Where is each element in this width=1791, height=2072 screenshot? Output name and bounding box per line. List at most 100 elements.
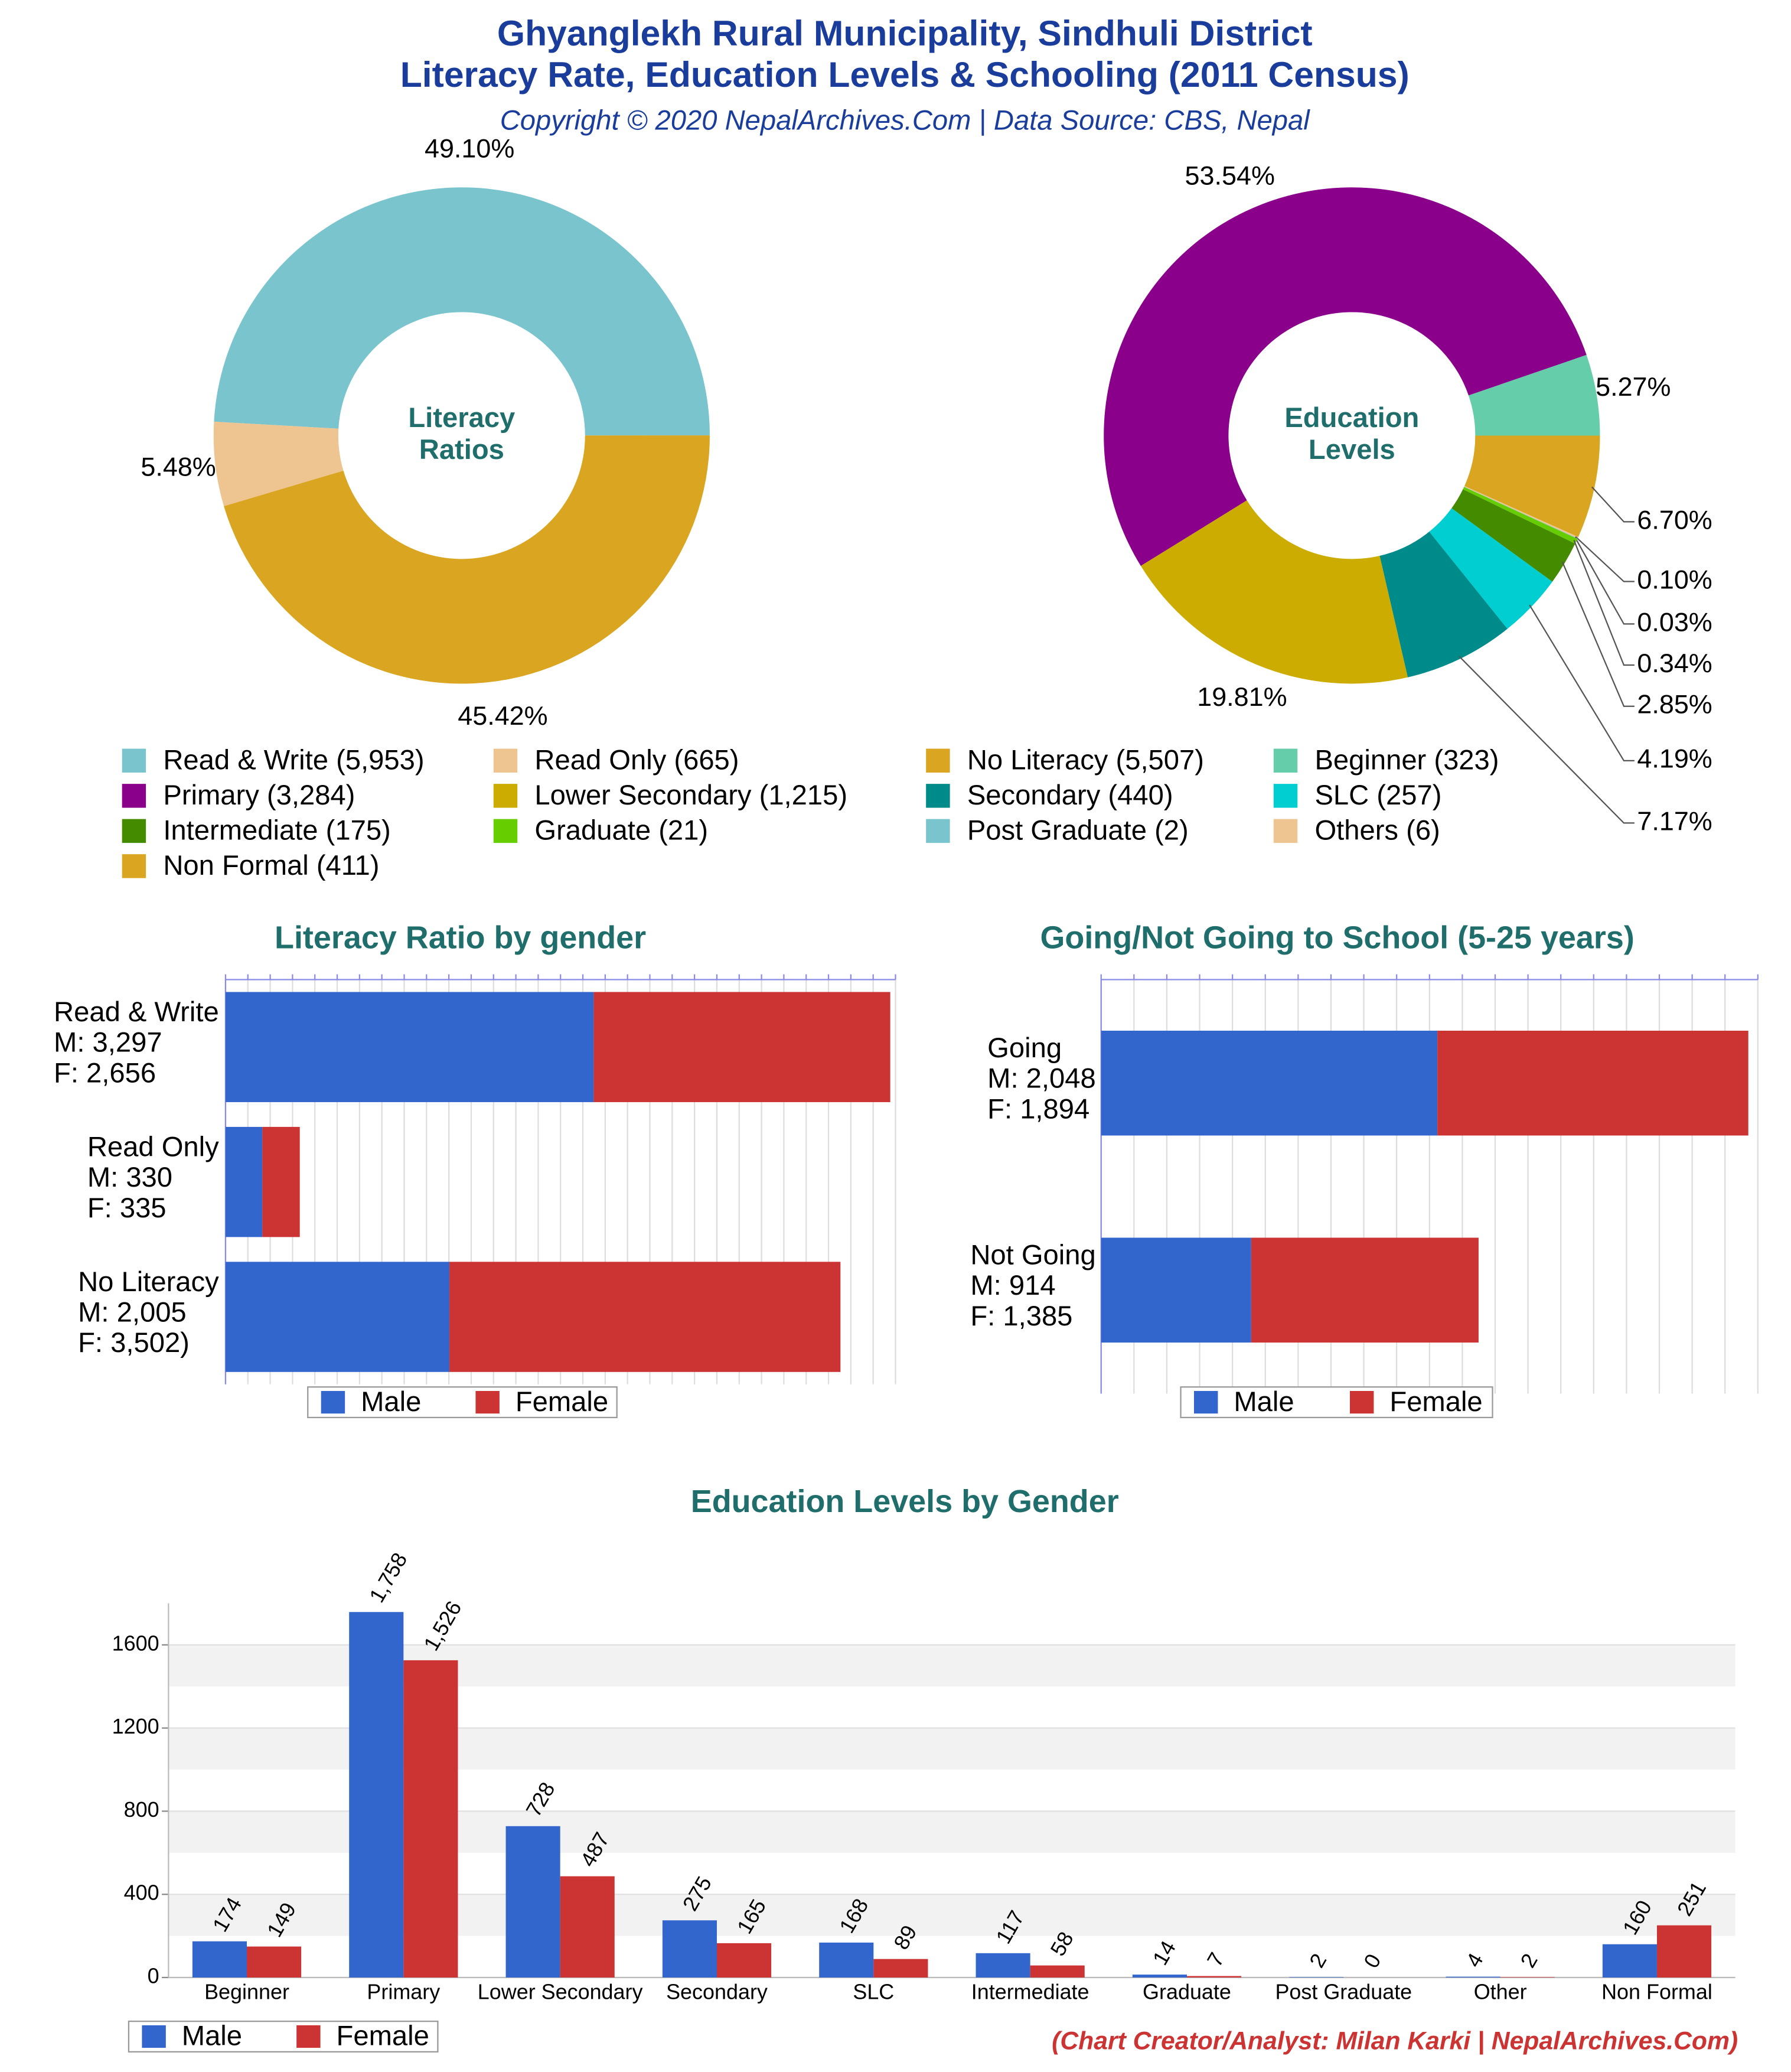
legend-swatch [493, 748, 518, 773]
bar [225, 1126, 263, 1237]
value-label: M: 914 [970, 1269, 1055, 1301]
chart-title: Literacy Ratio by gender [275, 920, 646, 955]
leader-line [1591, 486, 1635, 523]
legend-label: Beginner (323) [1314, 744, 1499, 776]
subtitle: Copyright © 2020 NepalArchives.Com | Dat… [500, 105, 1311, 136]
value-label: F: 2,656 [54, 1057, 156, 1088]
legend-label: Read & Write (5,953) [163, 744, 424, 776]
bar [449, 1262, 841, 1372]
legend-label: Male [361, 1386, 421, 1417]
bar [1132, 1975, 1187, 1978]
x-tick-label: Other [1474, 1979, 1527, 2003]
bar [819, 1942, 874, 1978]
slice-label: 7.17% [1637, 806, 1712, 836]
legend-swatch [926, 819, 950, 843]
bar [716, 1943, 772, 1978]
value-label: F: 1,385 [970, 1300, 1072, 1331]
slice-label: 53.54% [1185, 161, 1275, 191]
legend-label: Read Only (665) [534, 744, 739, 776]
legend-label: Secondary (440) [967, 779, 1173, 810]
credit: (Chart Creator/Analyst: Milan Karki | Ne… [1052, 2027, 1738, 2055]
leader-line [1574, 537, 1635, 625]
legend-label: Non Formal (411) [163, 849, 379, 881]
category-label: Read Only [87, 1131, 219, 1162]
legend-label: No Literacy (5,507) [967, 744, 1204, 776]
legend-box [128, 2021, 439, 2053]
x-tick-label: Graduate [1143, 1979, 1231, 2003]
bar [1602, 1944, 1657, 1978]
pie-slice [1468, 354, 1600, 436]
x-tick-label: Secondary [666, 1979, 768, 2003]
bar [403, 1660, 458, 1978]
pie-slice [1379, 532, 1508, 677]
pie-slice [1464, 487, 1578, 539]
value-label: M: 2,048 [987, 1063, 1096, 1094]
bar [1101, 1031, 1438, 1136]
bar [1437, 1031, 1748, 1136]
y-tick-label: 1600 [112, 1631, 159, 1655]
center-label: Levels [1309, 434, 1395, 465]
value-label: F: 1,894 [987, 1093, 1089, 1124]
legend-label: Lower Secondary (1,215) [534, 779, 847, 810]
pie-slice [1140, 500, 1408, 684]
slice-label: 6.70% [1637, 504, 1712, 535]
category-label: Read & Write [54, 996, 219, 1027]
x-tick-label: Post Graduate [1275, 1979, 1412, 2003]
legend-swatch [926, 784, 950, 808]
y-tick-label: 1200 [112, 1714, 159, 1738]
value-label: F: 335 [87, 1192, 167, 1223]
legend-box [1180, 1386, 1493, 1419]
leader-line [1573, 540, 1635, 666]
x-tick-label: SLC [853, 1979, 894, 2003]
bar [976, 1953, 1030, 1978]
category-label: Not Going [970, 1239, 1095, 1270]
bar [1251, 1237, 1479, 1343]
x-tick-label: Primary [367, 1979, 440, 2003]
chart-title: Going/Not Going to School (5-25 years) [1040, 920, 1634, 955]
leader-line [1459, 656, 1635, 824]
pie-slice [1104, 187, 1587, 566]
legend-swatch [493, 819, 518, 843]
bar [560, 1876, 615, 1978]
center-label: Literacy [408, 402, 515, 433]
value-label: M: 3,297 [54, 1027, 162, 1058]
slice-label: 19.81% [1197, 682, 1287, 712]
slice-label: 49.10% [425, 133, 514, 163]
legend-swatch [926, 748, 950, 773]
leader-line [1561, 561, 1635, 707]
bar [1030, 1965, 1085, 1978]
pie-slice [1464, 435, 1600, 537]
legend-swatch [122, 854, 146, 878]
y-tick-label: 0 [148, 1964, 159, 1988]
slice-label: 4.19% [1637, 744, 1712, 774]
value-label: M: 330 [87, 1161, 172, 1193]
pie-slice [1464, 486, 1578, 539]
bar [262, 1126, 300, 1237]
legend-swatch [122, 748, 146, 773]
legend-swatch [475, 1390, 500, 1414]
bar [873, 1959, 928, 1978]
legend-label: Others (6) [1314, 815, 1440, 846]
bar [662, 1920, 717, 1978]
legend-label: Female [337, 2020, 429, 2051]
pie-slice [1451, 489, 1575, 582]
x-tick-label: Lower Secondary [478, 1979, 643, 2003]
legend-swatch [1349, 1390, 1374, 1414]
legend-label: Female [516, 1386, 608, 1417]
slice-label: 5.27% [1596, 372, 1671, 402]
leader-line [1529, 604, 1635, 761]
chart-title: Education Levels by Gender [691, 1484, 1119, 1519]
legend-label: Female [1389, 1386, 1482, 1417]
x-tick-label: Beginner [204, 1979, 289, 2003]
y-tick-label: 800 [124, 1797, 159, 1822]
center-label: Ratios [419, 434, 504, 465]
bar [225, 992, 594, 1102]
pie-slice [214, 187, 710, 436]
bar [225, 1262, 450, 1372]
slice-label: 5.48% [141, 451, 216, 481]
legend-label: SLC (257) [1314, 779, 1441, 810]
legend-label: Graduate (21) [534, 815, 708, 846]
x-tick-label: Non Formal [1601, 1979, 1712, 2003]
bar [246, 1946, 302, 1978]
